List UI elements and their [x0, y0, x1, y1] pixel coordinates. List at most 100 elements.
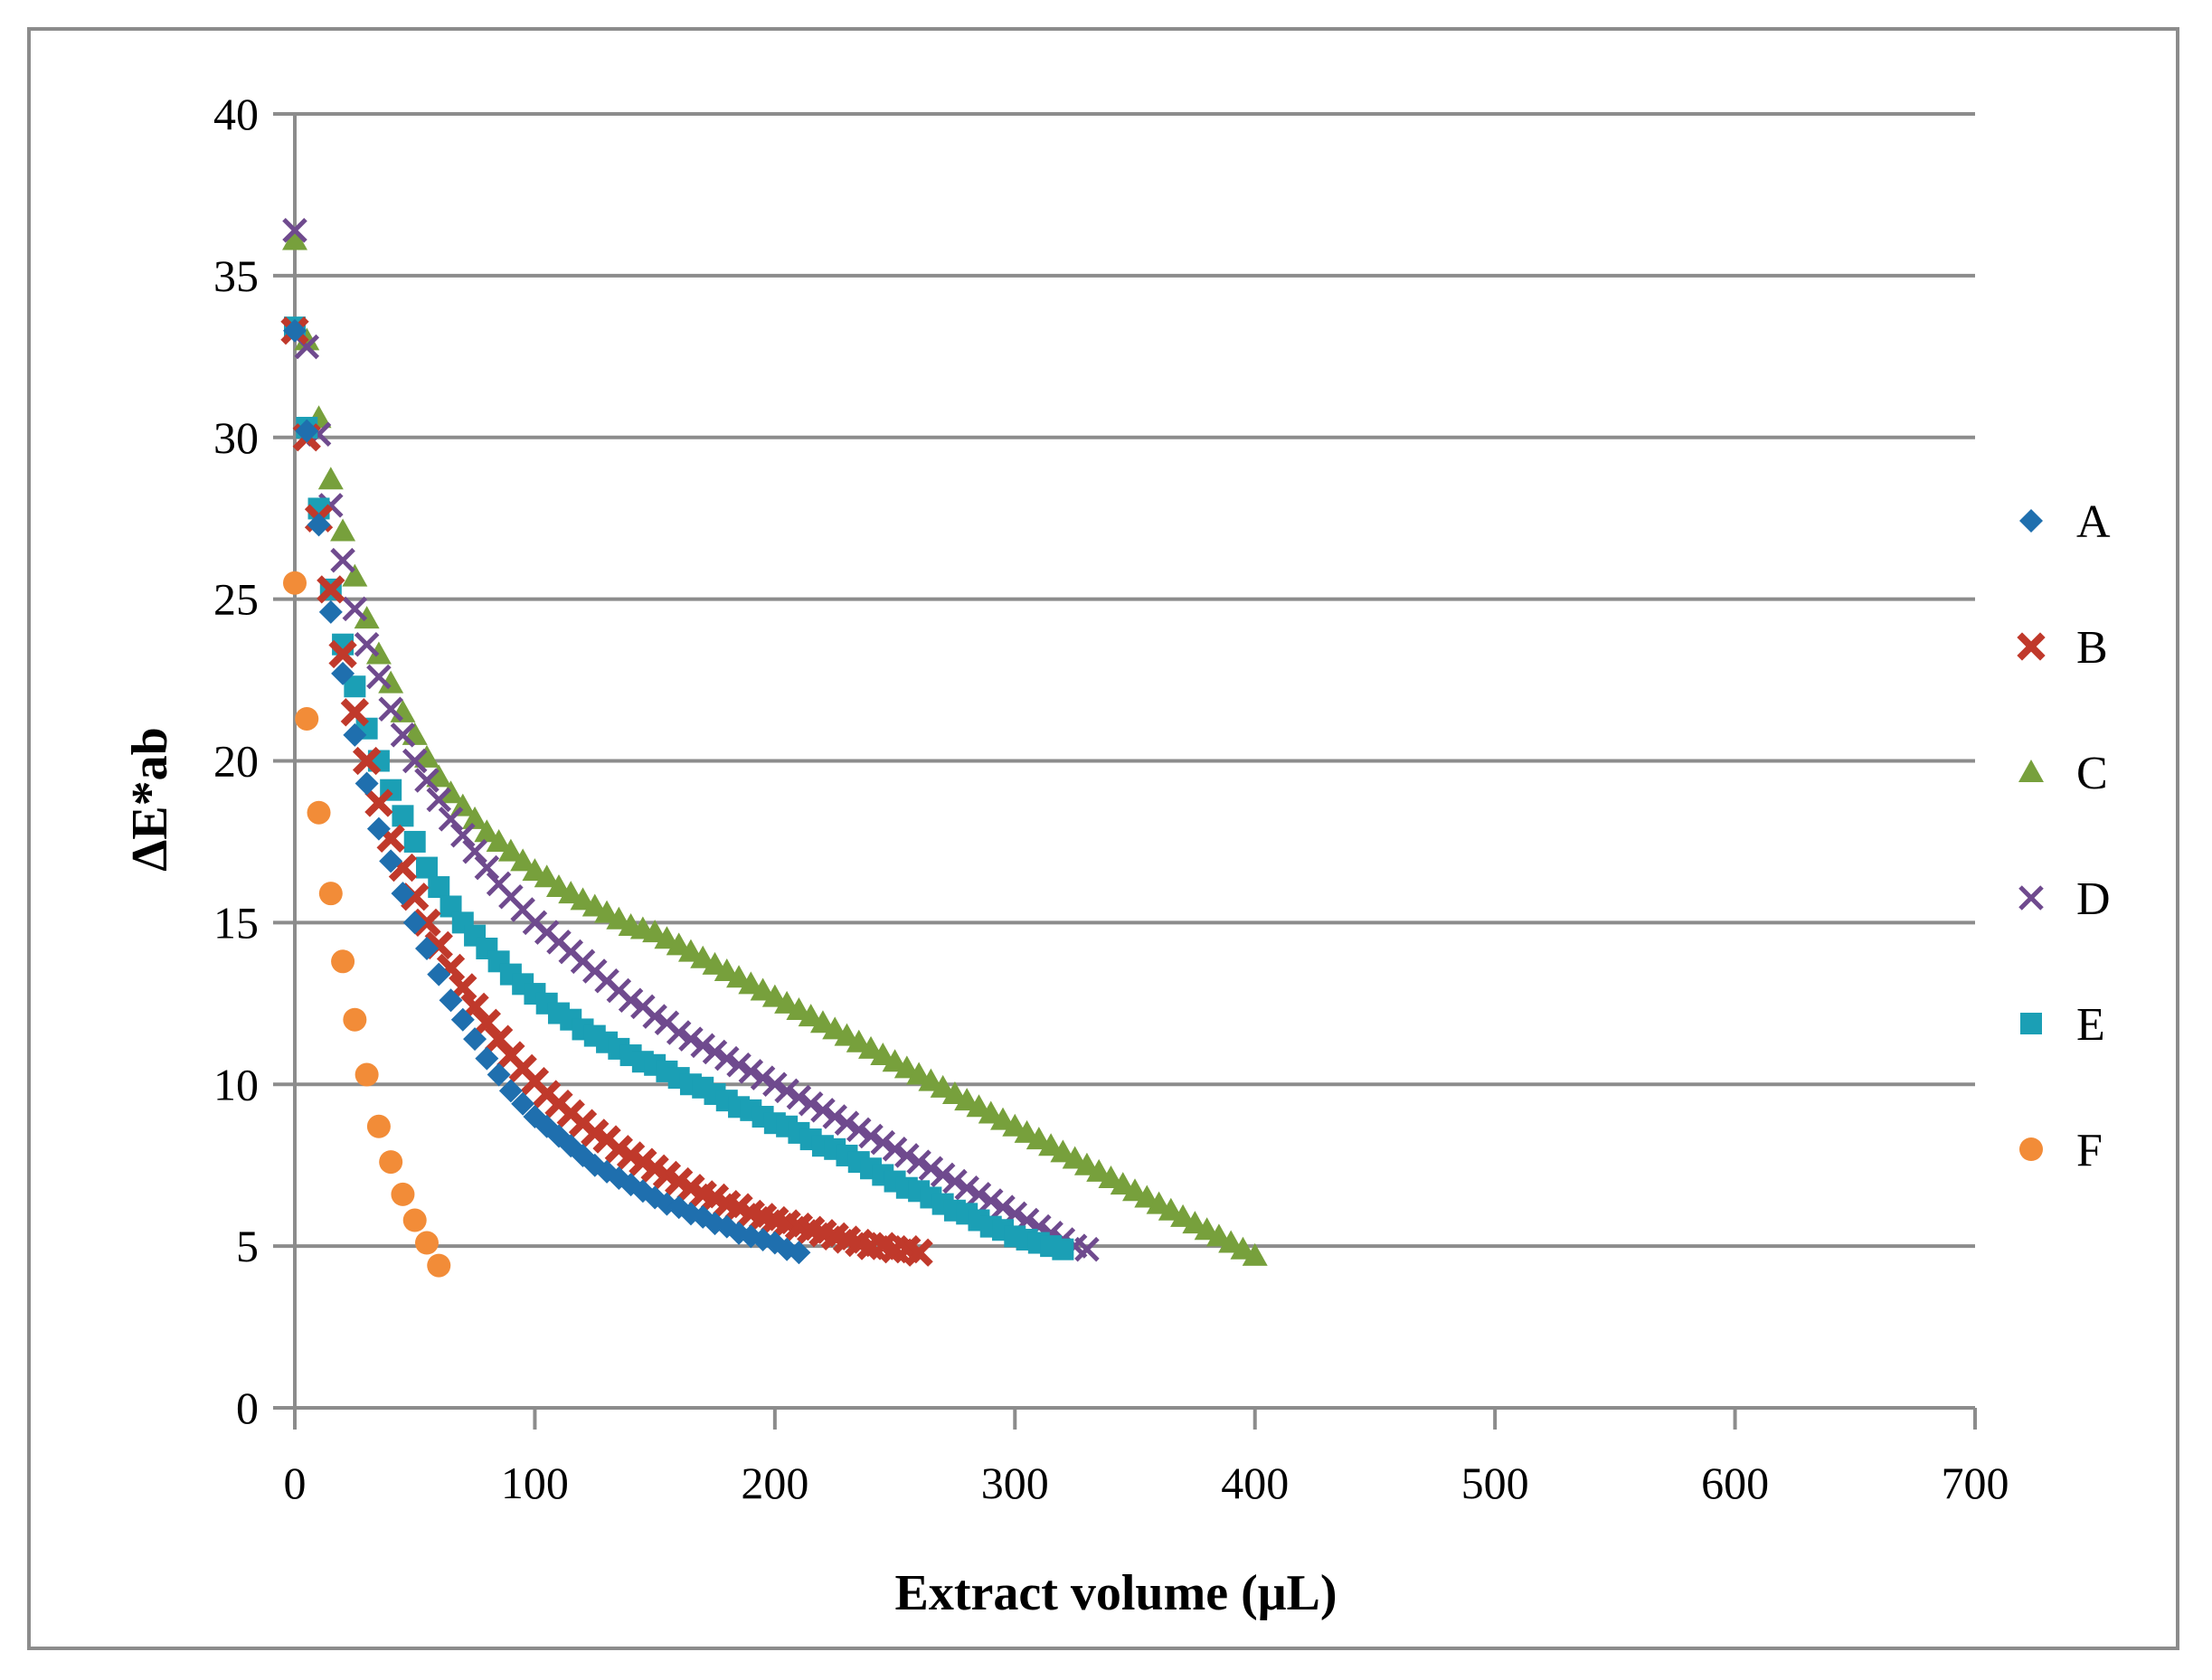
data-point-F [414, 1231, 439, 1255]
data-point-A [511, 1091, 535, 1116]
data-point-F [366, 1114, 391, 1138]
data-point-D [714, 1045, 740, 1071]
data-point-A [331, 661, 355, 685]
data-point-E [403, 830, 426, 853]
data-point-D [918, 1156, 944, 1182]
data-point-D [282, 218, 307, 243]
data-point-D [810, 1098, 836, 1123]
data-point-C [330, 518, 356, 542]
marks-layer [280, 218, 1268, 1278]
data-point-B [616, 1141, 646, 1170]
data-point-D [930, 1162, 956, 1188]
data-point-D [330, 547, 355, 573]
x-tick-label: 200 [741, 1458, 808, 1508]
series-D [282, 218, 1100, 1262]
y-tick-label: 10 [213, 1059, 259, 1109]
data-point-D [378, 696, 403, 722]
x-axis-title: Extract volume (μL) [895, 1565, 1338, 1621]
data-point-B [317, 575, 345, 604]
x-tick-label: 0 [284, 1458, 307, 1508]
data-point-C [497, 838, 524, 862]
data-point-D [750, 1065, 776, 1090]
data-point-A [318, 599, 343, 624]
data-point-C [354, 606, 380, 629]
data-point-D [858, 1123, 884, 1149]
data-point-C [438, 780, 464, 804]
data-point-F [318, 882, 343, 906]
data-point-A [439, 988, 463, 1013]
data-point-B [352, 746, 382, 776]
data-point-D [666, 1020, 692, 1045]
data-point-D [642, 1004, 667, 1029]
data-point-A [427, 962, 451, 986]
data-point-C [462, 806, 488, 829]
data-point-B [340, 698, 370, 727]
data-point-D [414, 768, 440, 793]
data-point-D [690, 1033, 715, 1059]
data-point-F [391, 1182, 415, 1206]
data-point-F [331, 949, 355, 974]
x-tick-label: 400 [1221, 1458, 1289, 1508]
data-point-D [834, 1110, 860, 1136]
legend-label-F: F [2076, 1125, 2103, 1176]
data-point-A [450, 1007, 475, 1032]
x-tick-label: 600 [1701, 1458, 1769, 1508]
series-E [284, 316, 1074, 1260]
y-tick-label: 5 [236, 1221, 259, 1271]
data-point-A [379, 849, 403, 873]
data-point-F [283, 571, 307, 595]
y-tick-label: 20 [213, 736, 259, 787]
data-point-C [426, 764, 452, 788]
data-point-B [412, 908, 441, 938]
data-point-D [474, 854, 500, 881]
legend-marker-D [2018, 885, 2044, 911]
data-point-D [426, 787, 452, 813]
data-point-C [378, 670, 404, 694]
data-point-C [474, 819, 500, 843]
data-point-A [498, 1079, 523, 1103]
data-point-C [510, 848, 536, 872]
x-tick-label: 700 [1942, 1458, 2009, 1508]
data-point-B [652, 1160, 682, 1190]
data-point-B [665, 1166, 694, 1196]
legend-marker-C [2018, 760, 2044, 782]
data-point-C [365, 641, 392, 665]
y-tick-label: 0 [236, 1383, 259, 1433]
legend-item-D: D [2018, 873, 2111, 925]
data-point-A [414, 936, 439, 960]
data-point-D [906, 1149, 931, 1175]
series-A [283, 318, 811, 1265]
legend-label-A: A [2076, 496, 2111, 548]
data-point-D [846, 1117, 872, 1143]
data-point-A [487, 1062, 511, 1087]
data-point-F [379, 1150, 403, 1175]
data-point-C [317, 467, 344, 490]
data-point-D [438, 807, 464, 832]
data-point-B [449, 973, 477, 1002]
data-point-D [342, 596, 368, 622]
x-tick-label: 500 [1461, 1458, 1529, 1508]
data-point-A [787, 1241, 811, 1265]
data-point-D [678, 1026, 704, 1052]
data-point-D [762, 1071, 788, 1098]
data-point-D [798, 1090, 824, 1117]
data-point-C [1242, 1242, 1268, 1266]
data-point-C [486, 828, 512, 852]
data-point-B [364, 788, 393, 817]
y-tick-label: 30 [213, 412, 259, 463]
y-tick-label: 25 [213, 574, 259, 625]
data-point-D [966, 1182, 992, 1207]
data-point-D [390, 722, 416, 748]
data-point-B [904, 1238, 933, 1267]
data-point-D [942, 1168, 968, 1194]
data-point-B [724, 1193, 753, 1222]
data-point-A [391, 882, 415, 906]
data-point-A [402, 911, 427, 935]
legend-item-B: B [2017, 622, 2108, 674]
chart-frame: 0 5 10 15 20 25 30 35 40 0 100 200 300 400 500 600 700 A… [27, 27, 2179, 1650]
data-point-B [629, 1147, 657, 1176]
data-point-D [1074, 1236, 1100, 1262]
data-point-C [342, 563, 368, 587]
